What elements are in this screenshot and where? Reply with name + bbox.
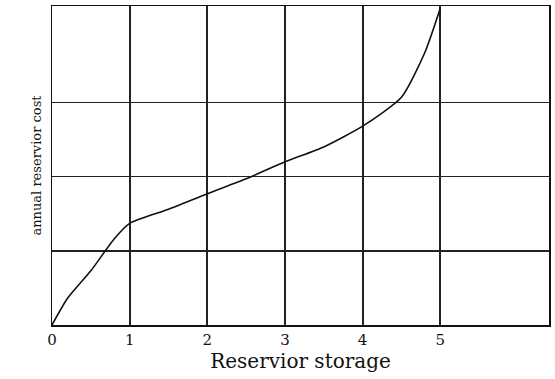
svg-text:5: 5 <box>436 331 446 349</box>
svg-text:1: 1 <box>125 331 135 349</box>
svg-text:3: 3 <box>280 331 290 349</box>
svg-text:0: 0 <box>47 331 57 349</box>
svg-text:4: 4 <box>358 331 368 349</box>
svg-text:annual reservior cost: annual reservior cost <box>29 95 44 236</box>
svg-text:Reservior storage: Reservior storage <box>210 349 391 373</box>
svg-text:2: 2 <box>203 331 213 349</box>
